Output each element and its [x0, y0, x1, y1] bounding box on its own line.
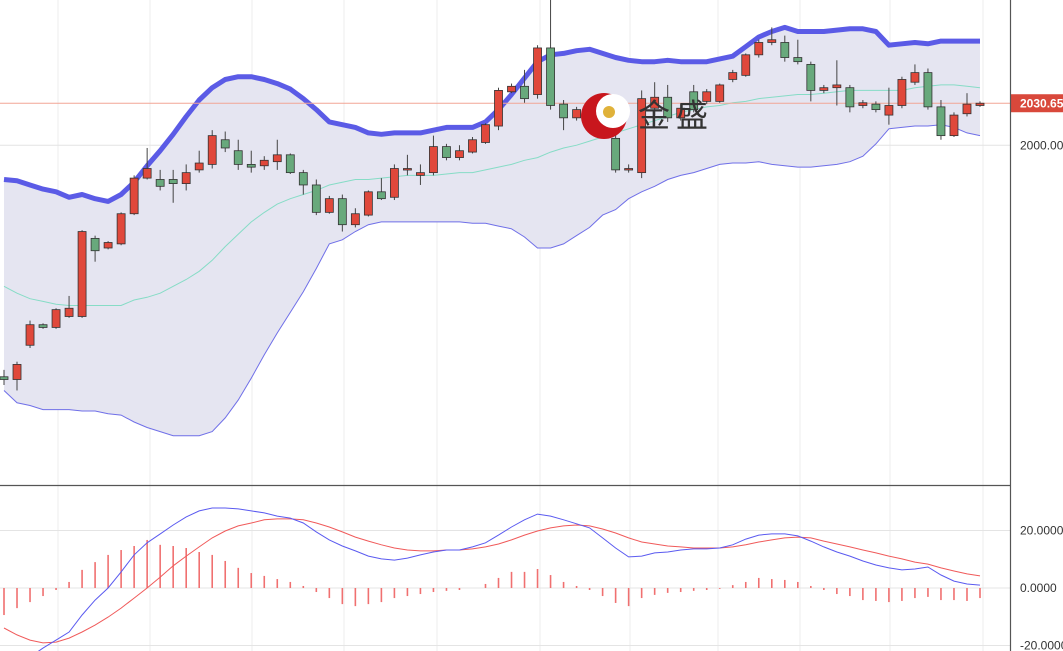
- candle-body: [715, 84, 725, 102]
- candle-body: [767, 39, 777, 43]
- candle-body: [949, 114, 959, 137]
- candle-body: [455, 150, 464, 158]
- candle-body: [442, 146, 451, 158]
- candle-body: [376, 191, 386, 200]
- candle-body: [233, 150, 243, 165]
- candle-body: [25, 324, 35, 346]
- candle-body: [429, 146, 438, 174]
- candle-body: [871, 103, 881, 111]
- dea-line: [3, 518, 981, 644]
- candle-body: [819, 87, 829, 91]
- candle-body: [298, 172, 308, 186]
- candle-body: [311, 184, 321, 213]
- candle-body: [845, 87, 855, 108]
- candle-body: [38, 324, 48, 328]
- candle-body: [663, 96, 673, 119]
- candle-body: [741, 54, 751, 76]
- watermark: 金盛: [581, 93, 714, 139]
- candle-body: [337, 198, 347, 226]
- candle-body: [806, 63, 816, 91]
- y-tick-label: 0.0000: [1020, 581, 1057, 595]
- candle-body: [559, 103, 568, 119]
- candle-body: [246, 164, 256, 168]
- candle-body: [507, 85, 516, 93]
- candle-body: [858, 102, 868, 106]
- candle-body: [728, 72, 738, 80]
- candle-body: [546, 47, 555, 106]
- band-upper: [3, 24, 980, 204]
- candle-body: [910, 72, 920, 83]
- last-price-tag: [1011, 94, 1063, 113]
- candle-body: [520, 85, 529, 100]
- logo-dot: [603, 106, 615, 118]
- candle-body: [624, 168, 634, 171]
- candle-body: [676, 107, 686, 119]
- watermark-text: 金盛: [638, 97, 714, 133]
- y-tick-label: 2000.00: [1020, 138, 1063, 152]
- candle-body: [168, 179, 178, 184]
- candle-body: [12, 364, 22, 380]
- candle-body: [363, 191, 373, 216]
- candle-body: [272, 154, 282, 163]
- candle-body: [650, 96, 660, 109]
- candle-body: [923, 72, 933, 108]
- candle-body: [403, 168, 412, 171]
- candle-body: [884, 105, 894, 116]
- candle-body: [494, 90, 503, 127]
- candle-body: [389, 168, 399, 198]
- candle-body: [259, 159, 269, 167]
- candle-body: [780, 42, 790, 58]
- candle-body: [207, 135, 217, 165]
- candle-body: [702, 91, 712, 102]
- candle-body: [90, 237, 100, 252]
- candle-body: [611, 137, 621, 171]
- candle-body: [350, 213, 360, 226]
- candle-body: [533, 47, 542, 95]
- candle-body: [962, 103, 972, 115]
- candle-body: [0, 376, 9, 380]
- candle-body: [220, 139, 230, 149]
- candle-body: [468, 139, 477, 153]
- candle-body: [754, 42, 764, 56]
- candle-body: [77, 231, 87, 317]
- dif-line: [37, 507, 981, 651]
- candle-body: [416, 172, 425, 176]
- candle-body: [324, 198, 334, 213]
- candle-body: [103, 242, 113, 249]
- y-tick-label: 20.0000: [1020, 524, 1063, 538]
- candle-body: [689, 91, 699, 111]
- candle-body: [116, 213, 126, 245]
- y-tick-label: -20.0000: [1020, 639, 1063, 651]
- candle-body: [793, 57, 803, 63]
- candle-body: [129, 177, 139, 215]
- candle-body: [51, 309, 61, 328]
- candle-body: [975, 102, 985, 106]
- candle-body: [572, 109, 581, 119]
- band-lower: [3, 124, 981, 437]
- candle-body: [481, 124, 490, 143]
- candle-body: [142, 168, 152, 179]
- candle-body: [155, 179, 165, 187]
- candle-body: [832, 84, 842, 89]
- candle-body: [936, 106, 946, 137]
- candle-body: [181, 172, 191, 184]
- candle-body: [194, 162, 204, 171]
- candle-body: [897, 79, 907, 106]
- band-middle: [3, 84, 981, 306]
- candle-body: [285, 154, 295, 174]
- candle-body: [637, 98, 647, 174]
- last-price-label: 2030.65: [1020, 96, 1063, 110]
- band-fill: [4, 27, 980, 436]
- macd-panel: [0, 507, 1010, 651]
- candle-body: [64, 307, 74, 317]
